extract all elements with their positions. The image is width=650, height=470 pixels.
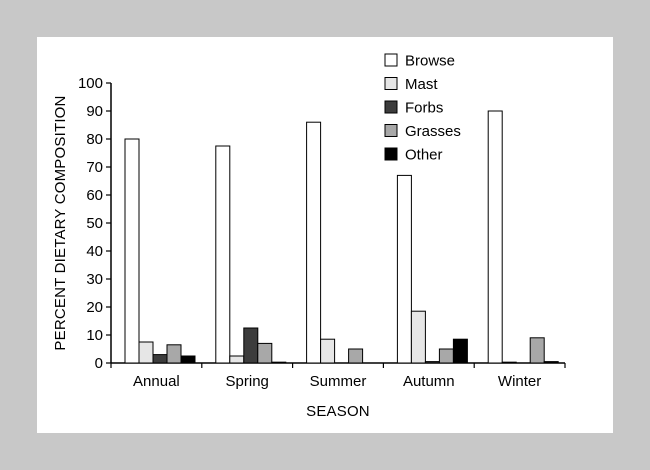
legend-swatch-grasses	[384, 124, 398, 137]
bar-spring-mast	[229, 355, 245, 364]
bar-annual-other	[180, 355, 196, 364]
y-tick-label-6: 60	[86, 187, 103, 204]
legend-swatch-forbs	[384, 100, 398, 114]
bar-annual-browse	[124, 138, 140, 364]
bar-annual-grasses	[166, 344, 182, 364]
legend-label-forbs: Forbs	[405, 100, 443, 117]
bar-autumn-other	[452, 338, 468, 364]
bar-annual-forbs	[152, 354, 168, 364]
bar-spring-forbs	[243, 327, 259, 364]
x-tick-label-winter: Winter	[498, 373, 541, 390]
x-tick-label-autumn: Autumn	[403, 373, 455, 390]
grouped-bar-chart: 0 10 20 30 40 50 60 70 80 90 100 Annual Spring Summer…	[52, 53, 566, 420]
legend-swatch-browse	[384, 53, 398, 67]
y-tick-label-0: 0	[95, 355, 103, 372]
y-tick-label-10: 100	[78, 75, 103, 92]
bar-autumn-browse	[396, 174, 412, 364]
bar-autumn-grasses	[438, 348, 454, 364]
legend: Browse Mast Forbs Grasses Other	[384, 53, 461, 164]
y-tick-label-4: 40	[86, 243, 103, 260]
bar-winter-other	[543, 361, 559, 364]
bar-winter-mast	[501, 361, 517, 364]
x-axis-title: SEASON	[306, 403, 370, 420]
bar-winter-browse	[487, 110, 503, 364]
bars	[124, 110, 559, 364]
y-tick-label-3: 30	[86, 271, 103, 288]
y-axis-title: PERCENT DIETARY COMPOSITION	[52, 95, 69, 350]
legend-label-browse: Browse	[405, 53, 455, 70]
bar-spring-other	[271, 361, 287, 364]
y-tick-label-2: 20	[86, 299, 103, 316]
bar-autumn-mast	[410, 310, 426, 364]
bar-summer-mast	[320, 338, 336, 364]
bar-summer-browse	[306, 121, 322, 364]
legend-label-mast: Mast	[405, 76, 438, 93]
y-tick-label-9: 90	[86, 103, 103, 120]
legend-swatch-other	[384, 147, 398, 161]
bar-spring-browse	[215, 145, 231, 364]
x-tick-label-annual: Annual	[133, 373, 180, 390]
y-tick-label-5: 50	[86, 215, 103, 232]
bar-annual-mast	[138, 341, 154, 364]
x-tick-label-summer: Summer	[310, 373, 367, 390]
bar-summer-grasses	[348, 348, 364, 364]
legend-label-other: Other	[405, 147, 443, 164]
y-tick-label-8: 80	[86, 131, 103, 148]
bar-spring-grasses	[257, 342, 273, 364]
y-tick-label-7: 70	[86, 159, 103, 176]
bar-winter-grasses	[529, 337, 545, 364]
legend-label-grasses: Grasses	[405, 123, 461, 140]
x-tick-label-spring: Spring	[226, 373, 269, 390]
chart-panel: 0 10 20 30 40 50 60 70 80 90 100 Annual Spring Summer…	[37, 37, 613, 433]
bar-autumn-forbs	[424, 361, 440, 364]
axes: 0 10 20 30 40 50 60 70 80 90 100 Annual Spring Summer…	[78, 75, 566, 390]
legend-swatch-mast	[384, 77, 398, 90]
y-tick-label-1: 10	[86, 327, 103, 344]
